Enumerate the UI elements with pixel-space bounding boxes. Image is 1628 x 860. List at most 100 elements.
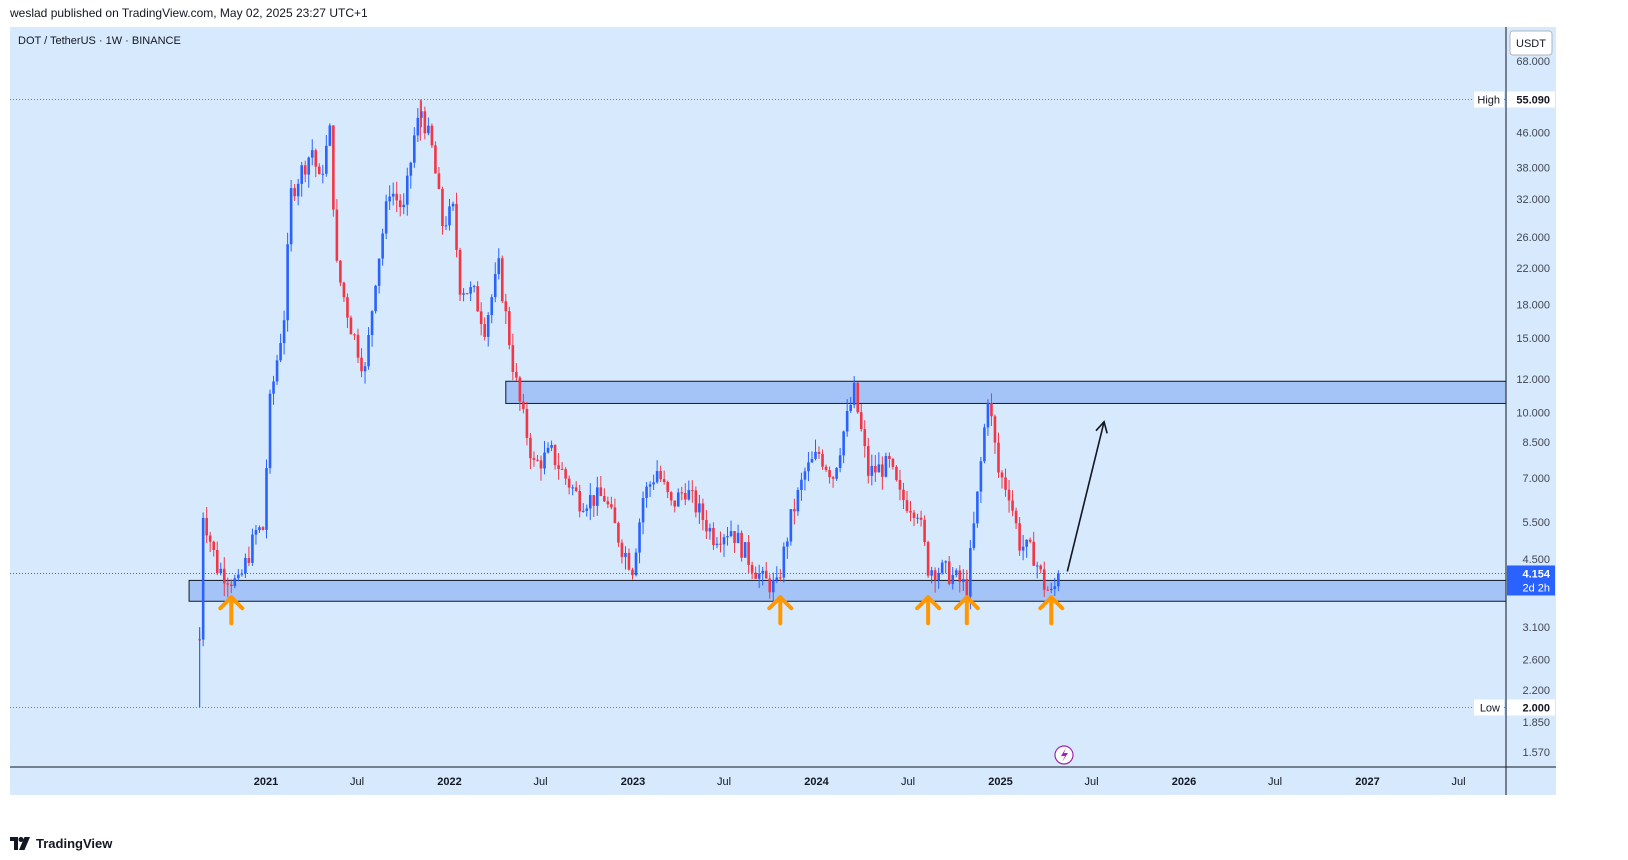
candle-body — [687, 490, 691, 500]
candle-body — [275, 360, 279, 382]
price-tick-label: 7.000 — [1522, 473, 1550, 485]
candle-body — [420, 111, 423, 118]
candle-body — [511, 345, 515, 372]
candle-body — [842, 431, 845, 456]
candle-body — [402, 204, 406, 208]
candle-body — [325, 145, 328, 174]
candle-body — [912, 512, 916, 519]
candle-body — [268, 393, 272, 469]
candle-body — [493, 274, 497, 298]
candle-body — [1035, 565, 1039, 567]
candle-body — [937, 572, 940, 581]
candle-body — [557, 465, 560, 469]
candle-body — [300, 165, 303, 184]
candle-body — [976, 491, 979, 524]
candle-body — [1042, 569, 1046, 590]
candle-body — [902, 489, 905, 501]
chart-container[interactable]: High 55.090 Low 2.000 4.154 2d 2h 2021 Jul 2022… — [10, 27, 1618, 827]
projection-arrow[interactable] — [1066, 420, 1108, 572]
candle-body — [508, 311, 511, 346]
last-price-tag — [1507, 565, 1555, 596]
candle-body — [332, 125, 335, 210]
candle-body — [719, 543, 722, 545]
candle-body — [831, 477, 835, 479]
candle-body — [835, 467, 838, 479]
footer-brand[interactable]: TradingView — [10, 833, 112, 853]
candle-body — [617, 523, 620, 543]
candle-body — [986, 403, 990, 428]
candle-body — [247, 558, 251, 563]
candle-body — [367, 335, 370, 367]
candle-body — [346, 297, 349, 318]
candle-body — [588, 495, 592, 509]
candle-body — [944, 561, 948, 563]
candle-body — [1011, 500, 1014, 511]
candle-body — [1039, 565, 1043, 570]
up-arrow-icon[interactable] — [1038, 595, 1065, 626]
candle-body — [286, 244, 289, 321]
candle-body — [708, 527, 712, 532]
candle-body — [1021, 546, 1025, 551]
candle-body — [546, 447, 550, 453]
candle-body — [624, 552, 627, 557]
time-axis-label: 2025 — [988, 776, 1012, 788]
candle-body — [740, 532, 743, 558]
resistance-zone[interactable] — [505, 380, 1507, 404]
lightning-icon — [1061, 748, 1068, 762]
candle-body — [662, 479, 666, 483]
high-value: 55.090 — [1516, 95, 1550, 107]
candle-body — [469, 287, 472, 294]
candle-body — [852, 382, 856, 405]
candle-body — [757, 573, 761, 579]
candle-body — [888, 456, 891, 459]
up-arrow-icon[interactable] — [767, 595, 794, 626]
candle-body — [532, 458, 536, 460]
candle-body — [807, 462, 810, 472]
candle-body — [898, 479, 902, 490]
candle-body — [743, 542, 747, 558]
candle-body — [529, 437, 532, 459]
currency-button[interactable] — [1509, 30, 1553, 56]
candle-body — [645, 486, 648, 498]
candle-body — [560, 468, 564, 470]
candle-body — [1025, 539, 1028, 547]
candle-body — [856, 382, 860, 413]
candle-body — [251, 534, 254, 563]
up-arrow-icon[interactable] — [953, 595, 980, 626]
candle-body — [342, 282, 346, 298]
candle-body — [430, 125, 434, 146]
candle-body — [712, 527, 715, 546]
candle-body — [363, 366, 367, 372]
candle-body — [926, 542, 930, 576]
candle-body — [370, 311, 374, 336]
candle-body — [817, 451, 821, 454]
candle-body — [1000, 472, 1004, 478]
candle-body — [233, 578, 237, 587]
candle-body — [947, 561, 951, 584]
candle-body — [698, 503, 701, 513]
candle-body — [916, 517, 919, 519]
candle-body — [680, 492, 684, 494]
support-zone[interactable] — [188, 579, 1507, 602]
candle-body — [891, 458, 895, 467]
candle-body — [310, 150, 314, 158]
time-axis-label: 2026 — [1172, 776, 1196, 788]
price-tick-label: 2.600 — [1522, 654, 1550, 666]
up-arrow-icon[interactable] — [218, 595, 245, 626]
low-value: 2.000 — [1522, 703, 1550, 715]
footer-brand-text: TradingView — [36, 835, 113, 851]
candle-body — [747, 542, 750, 565]
candle-body — [930, 570, 933, 576]
up-arrow-icon[interactable] — [915, 595, 942, 626]
candle-body — [599, 487, 603, 496]
price-tick-label: 12.000 — [1516, 374, 1550, 386]
candle-body — [793, 509, 796, 512]
candle-body — [652, 482, 655, 485]
candle-body — [314, 150, 318, 167]
candle-body — [1007, 489, 1011, 501]
time-axis-label: 2021 — [254, 776, 278, 788]
price-chart[interactable]: High 55.090 Low 2.000 4.154 2d 2h 2021 Jul 2022… — [10, 27, 1618, 827]
candle-body — [683, 493, 687, 500]
candle-body — [303, 165, 307, 175]
candle-body — [226, 583, 230, 585]
